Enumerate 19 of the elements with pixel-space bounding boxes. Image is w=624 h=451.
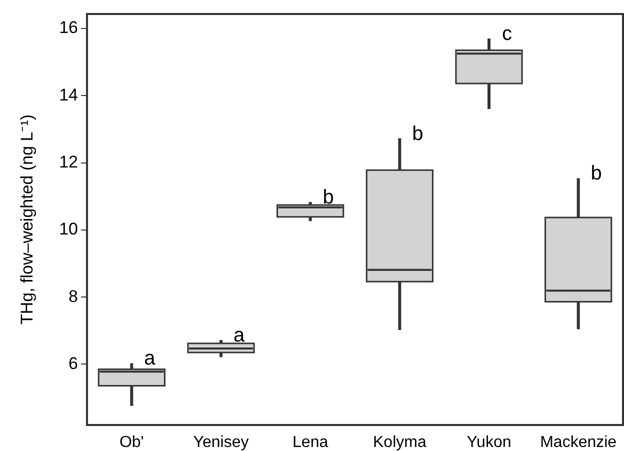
y-tick-label: 6 bbox=[68, 354, 78, 373]
y-tick-label: 12 bbox=[59, 152, 78, 172]
annotation: c bbox=[502, 23, 512, 46]
annotation: b bbox=[322, 186, 334, 209]
annotation: b bbox=[412, 122, 424, 145]
x-tick-label: Yenisey bbox=[193, 434, 249, 451]
x-tick-label: Ob' bbox=[119, 434, 144, 451]
x-tick-label: Kolyma bbox=[372, 434, 426, 451]
y-tick-label: 8 bbox=[68, 286, 78, 306]
x-tick-label: Yukon bbox=[466, 434, 512, 451]
annotation: a bbox=[233, 324, 246, 347]
y-tick-label: 10 bbox=[59, 220, 78, 239]
y-axis-title: THg, flow–weighted (ng L⁻¹) bbox=[18, 114, 37, 325]
y-tick-label: 16 bbox=[59, 18, 78, 38]
annotation: a bbox=[144, 348, 156, 370]
x-tick-label: Lena bbox=[292, 434, 328, 451]
x-tick-label: Mackenzie bbox=[540, 434, 617, 451]
annotation: b bbox=[590, 162, 602, 185]
y-tick-label: 14 bbox=[59, 85, 78, 104]
